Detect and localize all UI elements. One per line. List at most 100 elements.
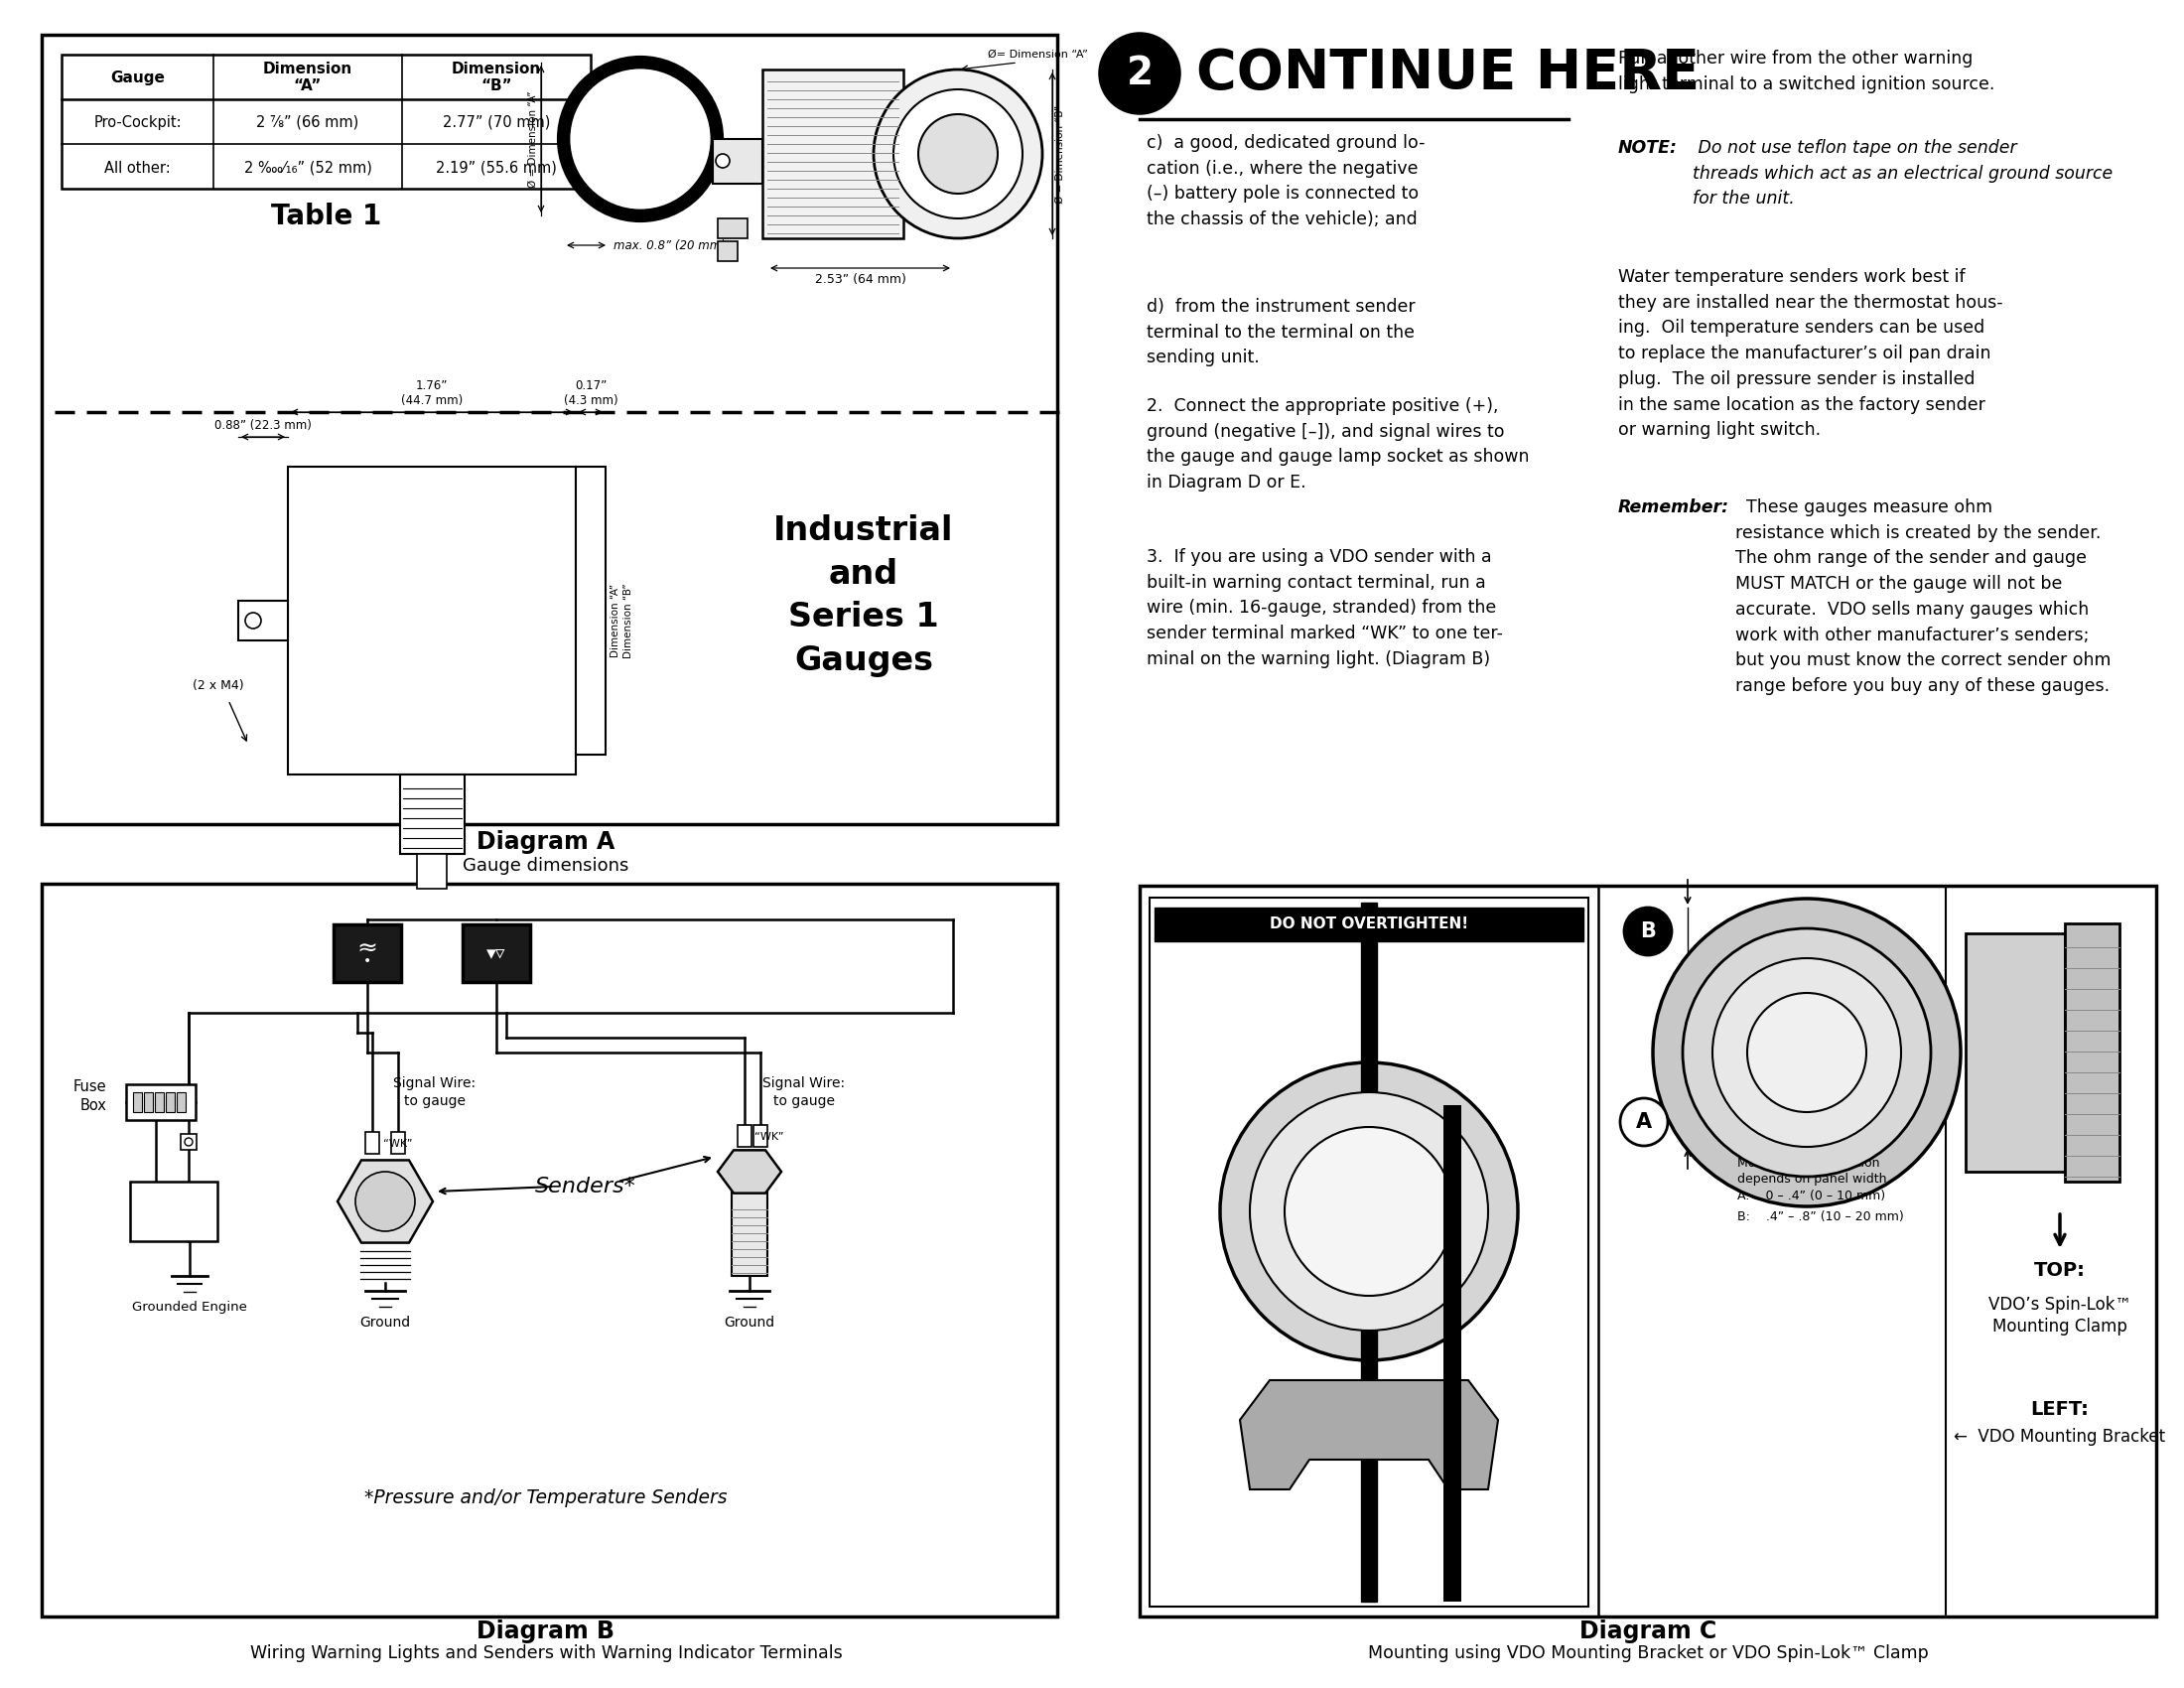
Text: Gauge: Gauge	[109, 69, 164, 84]
Text: c)  a good, dedicated ground lo-
cation (i.e., where the negative
(–) battery po: c) a good, dedicated ground lo- cation (…	[1147, 133, 1424, 228]
Text: CONTINUE HERE: CONTINUE HERE	[1197, 47, 1699, 100]
Text: “WK”: “WK”	[382, 1139, 413, 1150]
Circle shape	[1712, 959, 1900, 1146]
Bar	[2064, 923, 2118, 1182]
Bar	[181, 1134, 197, 1150]
Bar	[1149, 898, 1588, 1607]
Bar	[1444, 1106, 1461, 1602]
Polygon shape	[1241, 1381, 1498, 1489]
Text: Diagram B: Diagram B	[476, 1619, 616, 1644]
Text: Ø= Dimension “A”: Ø= Dimension “A”	[987, 49, 1088, 59]
Bar	[753, 1124, 767, 1146]
Text: Fuse
Box: Fuse Box	[72, 1080, 107, 1112]
Text: Grounded Engine: Grounded Engine	[131, 1301, 247, 1313]
Text: 2 ⅞” (66 mm): 2 ⅞” (66 mm)	[256, 115, 358, 130]
Text: Do not use teflon tape on the sender
threads which act as an electrical ground s: Do not use teflon tape on the sender thr…	[1693, 138, 2112, 208]
Bar	[463, 925, 531, 982]
Circle shape	[568, 68, 712, 211]
Text: Signal Wire:
to gauge: Signal Wire: to gauge	[393, 1077, 476, 1107]
Circle shape	[1101, 34, 1179, 113]
Text: Remember:: Remember:	[1618, 498, 1730, 517]
Text: ←  VDO Mounting Bracket: ← VDO Mounting Bracket	[1955, 1428, 2167, 1445]
Text: Mounting using VDO Mounting Bracket or VDO Spin-Lok™ Clamp: Mounting using VDO Mounting Bracket or V…	[1367, 1644, 1928, 1663]
Text: •: •	[363, 954, 371, 969]
Bar	[166, 1092, 175, 1112]
Circle shape	[893, 89, 1022, 218]
Text: B:    .4” – .8” (10 – 20 mm): B: .4” – .8” (10 – 20 mm)	[1736, 1210, 1904, 1224]
Text: Wiring Warning Lights and Senders with Warning Indicator Terminals: Wiring Warning Lights and Senders with W…	[249, 1644, 843, 1663]
Bar	[155, 1092, 164, 1112]
Text: ▾▿: ▾▿	[487, 944, 507, 962]
Text: All other:: All other:	[105, 160, 170, 176]
Text: Run another wire from the other warning
light terminal to a switched ignition so: Run another wire from the other warning …	[1618, 49, 1994, 93]
Bar	[238, 601, 288, 640]
Bar	[127, 1084, 197, 1121]
Bar	[1140, 886, 2156, 1617]
Circle shape	[1249, 1092, 1487, 1330]
Text: Ground: Ground	[360, 1315, 411, 1330]
Bar	[762, 69, 904, 238]
Text: Signal Wire:
to gauge: Signal Wire: to gauge	[762, 1077, 845, 1107]
Text: Water temperature senders work best if
they are installed near the thermostat ho: Water temperature senders work best if t…	[1618, 268, 2003, 439]
Bar	[334, 925, 402, 982]
Text: Ground: Ground	[725, 1315, 775, 1330]
Text: Battery: Battery	[149, 1212, 199, 1225]
Text: ≈: ≈	[356, 937, 378, 960]
Circle shape	[1284, 1128, 1452, 1296]
Text: These gauges measure ohm
resistance which is created by the sender.
The ohm rang: These gauges measure ohm resistance whic…	[1736, 498, 2112, 695]
Text: TOP:: TOP:	[2033, 1261, 2086, 1280]
Text: Ø = Dimension “A”: Ø = Dimension “A”	[529, 91, 537, 187]
Text: 2: 2	[1127, 54, 1153, 93]
Bar	[365, 1133, 380, 1155]
Text: max. 0.8” (20 mm): max. 0.8” (20 mm)	[614, 238, 725, 252]
Text: “WK”: “WK”	[753, 1133, 784, 1141]
Polygon shape	[339, 1160, 432, 1242]
Bar	[417, 854, 448, 888]
Text: Dimension “B”: Dimension “B”	[622, 582, 633, 658]
Text: Dimension “A”: Dimension “A”	[612, 584, 620, 657]
Text: d)  from the instrument sender
terminal to the terminal on the
sending unit.: d) from the instrument sender terminal t…	[1147, 297, 1415, 366]
Bar	[61, 54, 590, 189]
Bar	[712, 138, 762, 184]
Circle shape	[1747, 993, 1867, 1112]
Text: 2.77” (70 mm): 2.77” (70 mm)	[443, 115, 550, 130]
Text: 2.  Connect the appropriate positive (+),
ground (negative [–]), and signal wire: 2. Connect the appropriate positive (+),…	[1147, 397, 1529, 491]
Bar	[41, 885, 1057, 1617]
Bar	[719, 218, 747, 238]
Circle shape	[1625, 908, 1671, 955]
Text: 2.19” (55.6 mm): 2.19” (55.6 mm)	[437, 160, 557, 176]
Circle shape	[716, 154, 729, 167]
Bar	[577, 466, 605, 755]
Text: Table 1: Table 1	[271, 203, 382, 230]
Text: Mounting Nut direction
depends on panel width: Mounting Nut direction depends on panel …	[1736, 1156, 1887, 1185]
Bar	[738, 1124, 751, 1146]
Circle shape	[1653, 898, 1961, 1207]
Text: B: B	[1640, 922, 1655, 942]
Bar	[177, 1092, 186, 1112]
Text: 2 ‱⁄₁₆” (52 mm): 2 ‱⁄₁₆” (52 mm)	[245, 160, 371, 176]
Circle shape	[1621, 1099, 1669, 1146]
Text: –: –	[186, 1195, 194, 1212]
Text: A:    0 – .4” (0 – 10 mm): A: 0 – .4” (0 – 10 mm)	[1736, 1190, 1885, 1202]
Bar	[133, 1092, 142, 1112]
Polygon shape	[719, 1150, 782, 1193]
Bar	[131, 1182, 218, 1241]
Text: Industrial
and
Series 1
Gauges: Industrial and Series 1 Gauges	[773, 515, 954, 677]
Text: DO NOT OVERTIGHTEN!: DO NOT OVERTIGHTEN!	[1269, 917, 1468, 930]
Circle shape	[186, 1138, 192, 1146]
Bar	[144, 1092, 153, 1112]
Circle shape	[1682, 928, 1931, 1177]
Bar	[732, 1171, 767, 1276]
Bar	[400, 775, 465, 854]
Text: NOTE:: NOTE:	[1618, 138, 1677, 157]
Text: 0.88” (22.3 mm): 0.88” (22.3 mm)	[214, 419, 312, 432]
Circle shape	[245, 613, 262, 628]
Bar	[41, 35, 1057, 824]
Circle shape	[559, 57, 721, 221]
Text: Diagram C: Diagram C	[1579, 1619, 1717, 1644]
Text: 0.17”
(4.3 mm): 0.17” (4.3 mm)	[563, 380, 618, 407]
Bar	[1155, 908, 1583, 942]
Text: 3.  If you are using a VDO sender with a
built-in warning contact terminal, run : 3. If you are using a VDO sender with a …	[1147, 549, 1503, 668]
Text: Senders*: Senders*	[535, 1177, 636, 1197]
Text: Dimension
“B”: Dimension “B”	[452, 61, 542, 93]
